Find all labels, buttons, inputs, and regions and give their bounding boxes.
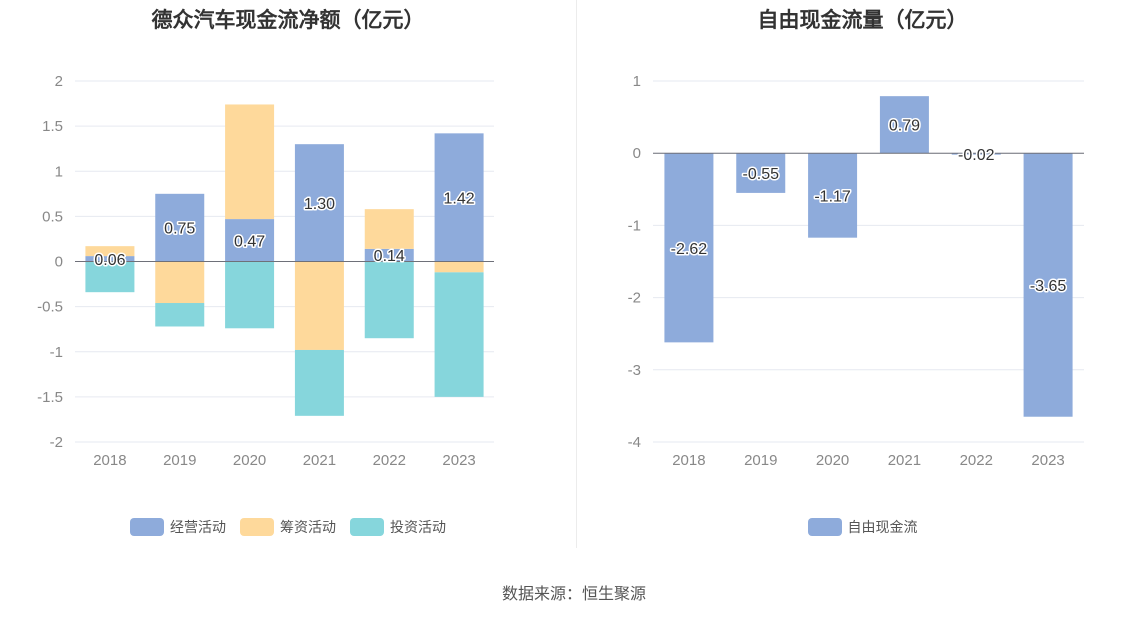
y-tick-label: -0.5 [37,299,63,316]
legend-label: 自由现金流 [847,520,918,536]
free-cashflow-chart: 自由现金流量（亿元） 1 0 -1 -2 -3 -4 2018 2019 2020 2021 202… [577,0,1148,560]
y-tick-label: 0 [55,254,63,271]
y-tick-label: -1 [628,217,641,234]
y-tick-label: 1 [633,73,641,90]
y-tick-label: 1.5 [42,118,63,135]
x-tick-label: 2021 [888,452,921,469]
bar-2021-series-0 [294,144,344,262]
y-tick-label: 0.5 [42,208,63,225]
bar-2019-series-0 [736,153,786,193]
cashflow-net-plot: 2 1.5 1 0.5 0 -0.5 -1 -1.5 -2 2018 2019 2020 2021 202… [37,73,494,469]
legend-swatch [350,518,384,536]
bar-2020-series-0 [808,153,858,238]
bar-2018-series-0 [664,153,714,343]
bar-2020-series-2 [225,261,275,329]
bar-2023-series-1 [434,261,484,273]
chart-title: 自由现金流量（亿元） [757,8,968,32]
legend-item[interactable]: 筹资活动 [240,517,336,537]
chart-title: 德众汽车现金流净额（亿元） [151,8,425,32]
bar-2023-series-2 [434,272,484,397]
data-label: 0.47 [234,233,265,250]
legend-item[interactable]: 经营活动 [130,517,226,537]
x-tick-label: 2020 [816,452,849,469]
data-label: 0.79 [889,118,920,135]
panel-divider [576,0,577,548]
data-label: -0.02 [958,147,995,164]
bar-2022-series-0 [951,153,1001,155]
x-tick-label: 2021 [303,452,336,469]
data-label: -0.55 [743,166,780,183]
legend-label: 投资活动 [390,520,446,536]
y-tick-label: -1.5 [37,389,63,406]
bar-2018-series-0 [85,256,135,262]
y-tick-label: -4 [628,434,641,451]
free-cashflow-plot: 1 0 -1 -2 -3 -4 2018 2019 2020 2021 2022 2023 -2.62 -… [628,73,1084,469]
data-label: 1.42 [444,190,475,207]
x-tick-label: 2019 [163,452,196,469]
x-tick-label: 2023 [442,452,475,469]
legend-swatch [130,518,164,536]
legend: 自由现金流 [577,517,1148,537]
x-tick-label: 2022 [960,452,993,469]
bar-2021-series-0 [879,96,929,154]
bar-2023-series-0 [434,133,484,262]
y-tick-label: 1 [55,163,63,180]
y-tick-label: -2 [628,290,641,307]
data-label: -3.65 [1030,278,1067,295]
bar-2023-series-0 [1023,153,1073,417]
data-label: 1.30 [304,196,335,213]
bar-2018-series-2 [85,261,135,293]
bar-2022-series-2 [364,261,414,339]
legend-label: 经营活动 [170,520,226,536]
bar-2019-series-0 [155,193,205,262]
legend: 经营活动 筹资活动 投资活动 [0,517,576,537]
data-label: -2.62 [671,241,708,258]
legend-item[interactable]: 自由现金流 [807,517,918,537]
x-tick-label: 2018 [672,452,705,469]
bar-2019-series-1 [155,261,205,304]
bar-2021-series-1 [294,261,344,350]
bar-2021-series-2 [294,349,344,416]
x-tick-label: 2019 [744,452,777,469]
legend-item[interactable]: 投资活动 [350,517,446,537]
data-source: 数据来源：恒生聚源 [501,584,646,603]
y-tick-label: -1 [50,344,63,361]
bar-2018-series-1 [85,246,135,257]
bar-2020-series-1 [225,104,275,220]
data-label: -1.17 [814,188,851,205]
legend-swatch [240,518,274,536]
data-label: 0.75 [164,221,195,238]
data-label: 0.14 [374,248,405,265]
legend-label: 筹资活动 [280,520,336,536]
y-tick-label: -3 [628,362,641,379]
y-tick-label: 0 [633,145,641,162]
bar-2022-series-0 [364,248,414,262]
data-label: 0.06 [94,252,125,269]
bar-2022-series-1 [364,209,414,249]
x-tick-label: 2020 [233,452,266,469]
cashflow-net-chart: 德众汽车现金流净额（亿元） 2 1.5 1 0.5 0 -0.5 -1 -1.5 -2 2018 2… [0,0,576,560]
y-tick-label: -2 [50,434,63,451]
x-tick-label: 2018 [93,452,126,469]
legend-swatch [807,518,842,536]
y-tick-label: 2 [55,73,63,90]
x-tick-label: 2023 [1031,452,1064,469]
bar-2020-series-0 [225,219,275,262]
bar-2019-series-2 [155,303,205,327]
x-tick-label: 2022 [373,452,406,469]
